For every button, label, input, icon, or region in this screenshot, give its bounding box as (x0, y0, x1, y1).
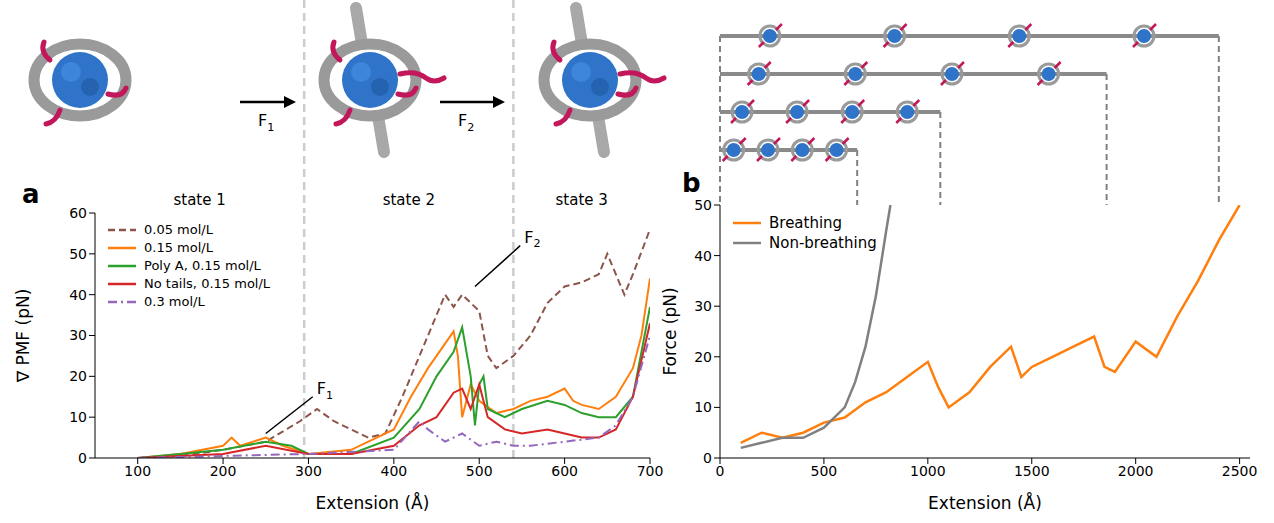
svg-text:state 3: state 3 (556, 191, 608, 209)
svg-text:40: 40 (69, 287, 87, 303)
svg-text:50: 50 (694, 197, 712, 213)
html-text:Breathing: Breathing (769, 214, 843, 232)
svg-text:0: 0 (703, 450, 712, 466)
svg-text:∇ PMF (pN): ∇ PMF (pN) (13, 289, 33, 384)
svg-text:a: a (22, 179, 40, 209)
svg-text:40: 40 (694, 248, 712, 264)
svg-text:2000: 2000 (1118, 463, 1154, 479)
svg-text:F2: F2 (458, 111, 474, 134)
html-text:No tails, 0.15 mol/L: No tails, 0.15 mol/L (144, 276, 271, 291)
svg-text:60: 60 (69, 205, 87, 221)
svg-text:state 2: state 2 (383, 191, 435, 209)
html-text:Non-breathing: Non-breathing (769, 234, 877, 252)
svg-text:Extension (Å): Extension (Å) (316, 492, 430, 513)
svg-text:state 1: state 1 (173, 191, 225, 209)
svg-text:10: 10 (69, 409, 87, 425)
svg-text:100: 100 (124, 463, 151, 479)
svg-text:1000: 1000 (910, 463, 946, 479)
html-text:Poly A, 0.15 mol/L: Poly A, 0.15 mol/L (144, 258, 261, 273)
svg-text:30: 30 (69, 327, 87, 343)
svg-text:700: 700 (637, 463, 664, 479)
svg-text:F1: F1 (258, 111, 274, 134)
svg-text:500: 500 (466, 463, 493, 479)
svg-text:0: 0 (716, 463, 725, 479)
html-text:0.3 mol/L: 0.3 mol/L (144, 294, 205, 309)
svg-text:20: 20 (694, 349, 712, 365)
svg-text:300: 300 (295, 463, 322, 479)
svg-text:20: 20 (69, 368, 87, 384)
html-text:0.05 mol/L: 0.05 mol/L (144, 222, 213, 237)
svg-text:b: b (682, 168, 701, 198)
svg-text:10: 10 (694, 399, 712, 415)
svg-text:500: 500 (811, 463, 838, 479)
svg-text:50: 50 (69, 246, 87, 262)
svg-text:0: 0 (78, 450, 87, 466)
svg-text:Extension (Å): Extension (Å) (928, 492, 1042, 513)
svg-text:200: 200 (210, 463, 237, 479)
svg-text:F1: F1 (317, 379, 333, 402)
svg-text:2500: 2500 (1222, 463, 1258, 479)
svg-text:400: 400 (380, 463, 407, 479)
svg-text:F2: F2 (524, 228, 540, 251)
svg-text:1500: 1500 (1014, 463, 1050, 479)
html-text:0.15 mol/L: 0.15 mol/L (144, 240, 213, 255)
svg-text:Force (pN): Force (pN) (660, 287, 680, 375)
svg-text:600: 600 (551, 463, 578, 479)
svg-text:30: 30 (694, 298, 712, 314)
